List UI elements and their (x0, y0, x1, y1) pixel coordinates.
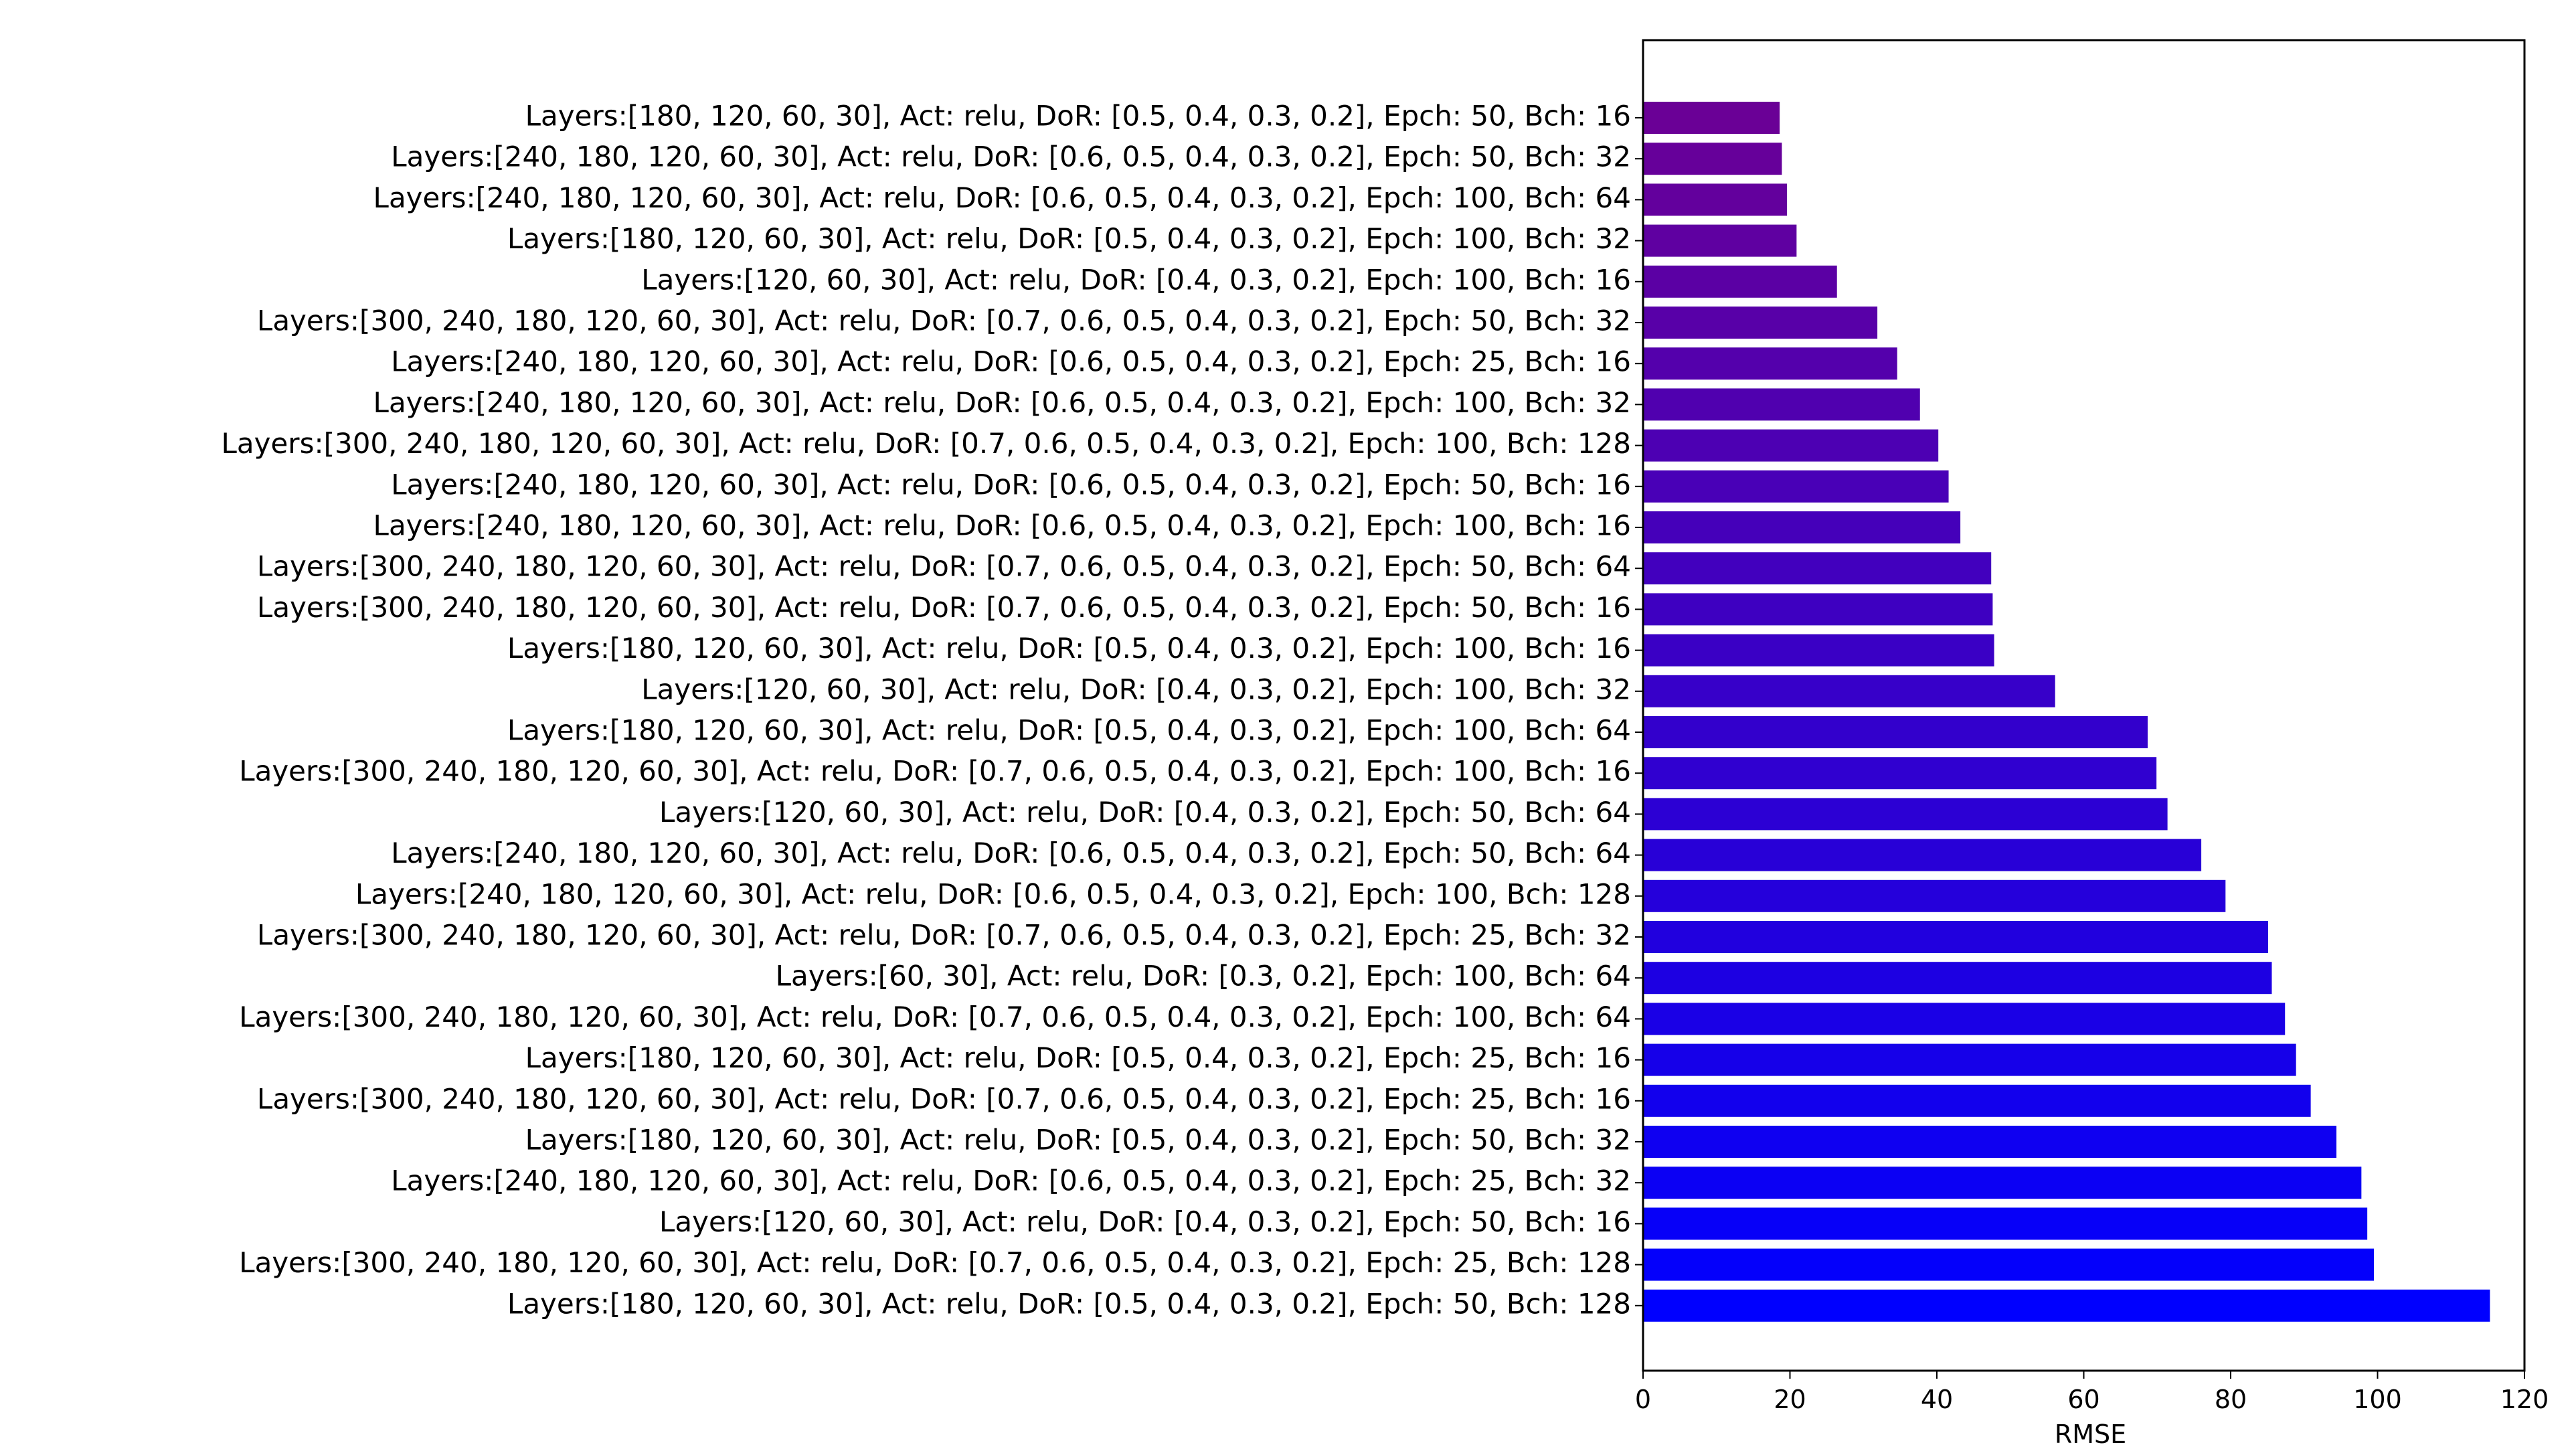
bar-2 (1643, 143, 1782, 175)
bar-18 (1643, 798, 2168, 831)
category-label-2: Layers:[240, 180, 120, 60, 30], Act: rel… (391, 141, 1631, 173)
bar-11 (1643, 511, 1961, 543)
bar-9 (1643, 429, 1939, 462)
bar-14 (1643, 634, 1994, 667)
bar-29 (1643, 1248, 2375, 1281)
x-tick-label-6: 100 (2353, 1385, 2402, 1414)
x-tick-label-3: 40 (1921, 1385, 1953, 1414)
x-tick-label-2: 20 (1774, 1385, 1806, 1414)
bar-10 (1643, 470, 1949, 503)
bar-15 (1643, 675, 2055, 707)
category-label-25: Layers:[300, 240, 180, 120, 60, 30], Act… (257, 1082, 1631, 1115)
bar-4 (1643, 224, 1797, 257)
category-label-22: Layers:[60, 30], Act: relu, DoR: [0.3, 0… (776, 960, 1631, 993)
bar-20 (1643, 879, 2226, 912)
bar-5 (1643, 265, 1837, 298)
bar-24 (1643, 1043, 2296, 1076)
category-label-10: Layers:[240, 180, 120, 60, 30], Act: rel… (391, 468, 1631, 501)
x-axis-ticks-group: 0 20 40 60 80 100 120 (1635, 1371, 2549, 1414)
category-label-18: Layers:[120, 60, 30], Act: relu, DoR: [0… (659, 796, 1631, 829)
category-label-1: Layers:[180, 120, 60, 30], Act: relu, Do… (525, 100, 1631, 133)
category-label-6: Layers:[300, 240, 180, 120, 60, 30], Act… (257, 305, 1631, 337)
bar-1 (1643, 102, 1780, 134)
x-tick-label-4: 60 (2067, 1385, 2099, 1414)
category-labels-group: Layers:[180, 120, 60, 30], Act: relu, Do… (221, 100, 1643, 1320)
bar-21 (1643, 921, 2268, 953)
category-label-21: Layers:[300, 240, 180, 120, 60, 30], Act… (257, 919, 1631, 952)
bar-28 (1643, 1207, 2368, 1240)
category-label-23: Layers:[300, 240, 180, 120, 60, 30], Act… (239, 1001, 1631, 1033)
bar-13 (1643, 593, 1993, 626)
category-label-5: Layers:[120, 60, 30], Act: relu, DoR: [0… (641, 263, 1631, 296)
category-label-8: Layers:[240, 180, 120, 60, 30], Act: rel… (373, 386, 1631, 419)
category-label-9: Layers:[300, 240, 180, 120, 60, 30], Act… (221, 427, 1631, 460)
bar-3 (1643, 183, 1788, 216)
bar-7 (1643, 347, 1897, 380)
category-label-13: Layers:[300, 240, 180, 120, 60, 30], Act… (257, 591, 1631, 624)
x-tick-label-7: 120 (2500, 1385, 2549, 1414)
bar-19 (1643, 839, 2202, 871)
category-label-27: Layers:[240, 180, 120, 60, 30], Act: rel… (391, 1165, 1631, 1197)
bar-25 (1643, 1084, 2311, 1117)
bar-26 (1643, 1126, 2337, 1158)
x-tick-label-5: 80 (2215, 1385, 2247, 1414)
category-label-26: Layers:[180, 120, 60, 30], Act: relu, Do… (525, 1124, 1631, 1157)
category-label-4: Layers:[180, 120, 60, 30], Act: relu, Do… (507, 222, 1631, 255)
bars-group (1643, 102, 2490, 1322)
bar-6 (1643, 307, 1878, 339)
bar-27 (1643, 1167, 2362, 1199)
bar-17 (1643, 757, 2157, 790)
category-label-24: Layers:[180, 120, 60, 30], Act: relu, Do… (525, 1041, 1631, 1074)
category-label-11: Layers:[240, 180, 120, 60, 30], Act: rel… (373, 509, 1631, 542)
category-label-30: Layers:[180, 120, 60, 30], Act: relu, Do… (507, 1287, 1631, 1320)
category-label-3: Layers:[240, 180, 120, 60, 30], Act: rel… (373, 181, 1631, 214)
bar-12 (1643, 552, 1992, 585)
bar-8 (1643, 388, 1920, 421)
category-label-28: Layers:[120, 60, 30], Act: relu, DoR: [0… (659, 1205, 1631, 1238)
category-label-20: Layers:[240, 180, 120, 60, 30], Act: rel… (355, 877, 1631, 910)
category-label-12: Layers:[300, 240, 180, 120, 60, 30], Act… (257, 550, 1631, 583)
bar-23 (1643, 1003, 2286, 1035)
category-label-7: Layers:[240, 180, 120, 60, 30], Act: rel… (391, 345, 1631, 378)
x-axis-title: RMSE (2055, 1420, 2126, 1449)
category-label-19: Layers:[240, 180, 120, 60, 30], Act: rel… (391, 837, 1631, 869)
category-label-15: Layers:[120, 60, 30], Act: relu, DoR: [0… (641, 673, 1631, 705)
bar-16 (1643, 716, 2148, 748)
category-label-17: Layers:[300, 240, 180, 120, 60, 30], Act… (239, 755, 1631, 788)
x-tick-label-1: 0 (1635, 1385, 1651, 1414)
bar-22 (1643, 962, 2272, 995)
category-label-29: Layers:[300, 240, 180, 120, 60, 30], Act… (239, 1246, 1631, 1279)
bar-30 (1643, 1289, 2490, 1322)
category-label-14: Layers:[180, 120, 60, 30], Act: relu, Do… (507, 632, 1631, 665)
category-label-16: Layers:[180, 120, 60, 30], Act: relu, Do… (507, 714, 1631, 747)
